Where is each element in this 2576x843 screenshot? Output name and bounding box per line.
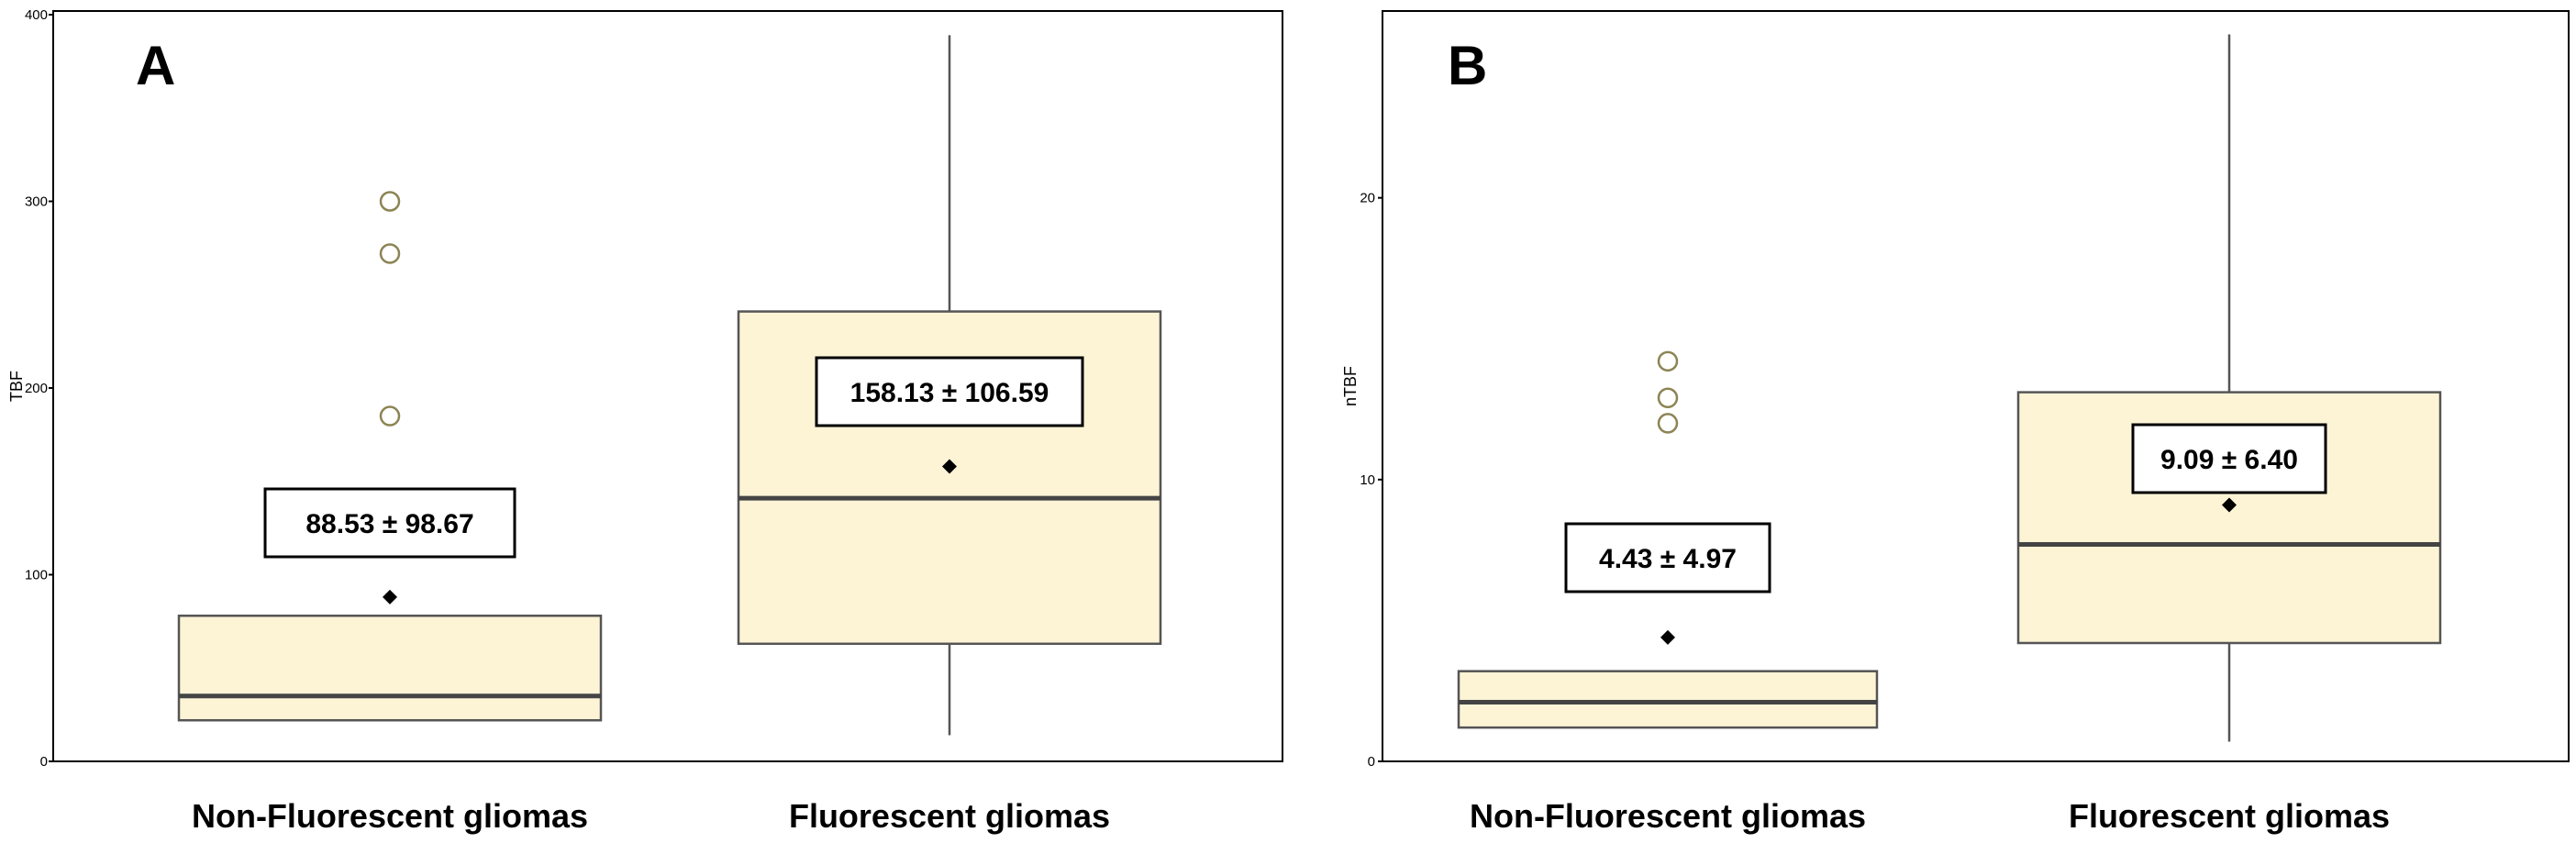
- panel-b: 0 10 20 nTBF B 4.43 ± 4.97 Non-Fluorescent gli…: [1341, 10, 2570, 835]
- y-tick-label: 20: [1360, 191, 1375, 206]
- category-label: Non-Fluorescent gliomas: [192, 797, 588, 835]
- outlier-point: [1657, 413, 1679, 434]
- category-label: Fluorescent gliomas: [2069, 797, 2390, 835]
- mean-sd-annotation-box: [263, 487, 516, 559]
- y-tick-label: 0: [40, 754, 48, 770]
- iqr-box: [1457, 670, 1879, 729]
- box-group: 88.53 ± 98.67: [177, 191, 603, 722]
- panel-letter: A: [136, 35, 175, 96]
- panel-letter: B: [1448, 35, 1487, 96]
- box-group: 4.43 ± 4.97: [1457, 350, 1879, 729]
- y-tick-label: 10: [1360, 472, 1375, 488]
- mean-marker: [942, 459, 957, 474]
- panel-a: 0 100 200 300 400 TBF A 88.53 ± 98.67 Non-Fluore…: [7, 7, 1283, 835]
- outlier-point: [1657, 387, 1679, 409]
- plot-frame: [1382, 10, 2570, 762]
- mean-marker: [2222, 497, 2237, 513]
- y-tick-label: 100: [25, 568, 48, 583]
- category-label: Non-Fluorescent gliomas: [1470, 797, 1866, 835]
- outlier-point: [1657, 350, 1679, 372]
- y-axis-title: nTBF: [1341, 366, 1360, 406]
- mean-marker: [383, 589, 397, 605]
- y-tick-label: 300: [25, 194, 48, 210]
- y-tick-label: 200: [25, 381, 48, 396]
- outlier-point: [379, 191, 401, 212]
- box-group: 9.09 ± 6.40: [2016, 34, 2442, 742]
- box-group: 158.13 ± 106.59: [737, 35, 1162, 736]
- mean-sd-annotation-box: [1564, 522, 1771, 593]
- mean-sd-annotation: 9.09 ± 6.40: [2160, 445, 2298, 475]
- plot-frame: [52, 10, 1283, 762]
- mean-sd-annotation: 158.13 ± 106.59: [850, 378, 1049, 408]
- mean-sd-annotation: 88.53 ± 98.67: [305, 509, 473, 539]
- iqr-box: [177, 615, 603, 722]
- mean-sd-annotation-box: [815, 356, 1084, 427]
- outlier-point: [379, 405, 401, 427]
- y-tick-label: 400: [25, 7, 48, 23]
- mean-marker: [1660, 629, 1675, 645]
- mean-sd-annotation: 4.43 ± 4.97: [1599, 544, 1737, 574]
- y-tick-label: 0: [1368, 754, 1375, 770]
- y-axis-title: TBF: [7, 371, 26, 402]
- category-label: Fluorescent gliomas: [789, 797, 1110, 835]
- mean-sd-annotation-box: [2131, 423, 2327, 494]
- outlier-point: [379, 243, 401, 264]
